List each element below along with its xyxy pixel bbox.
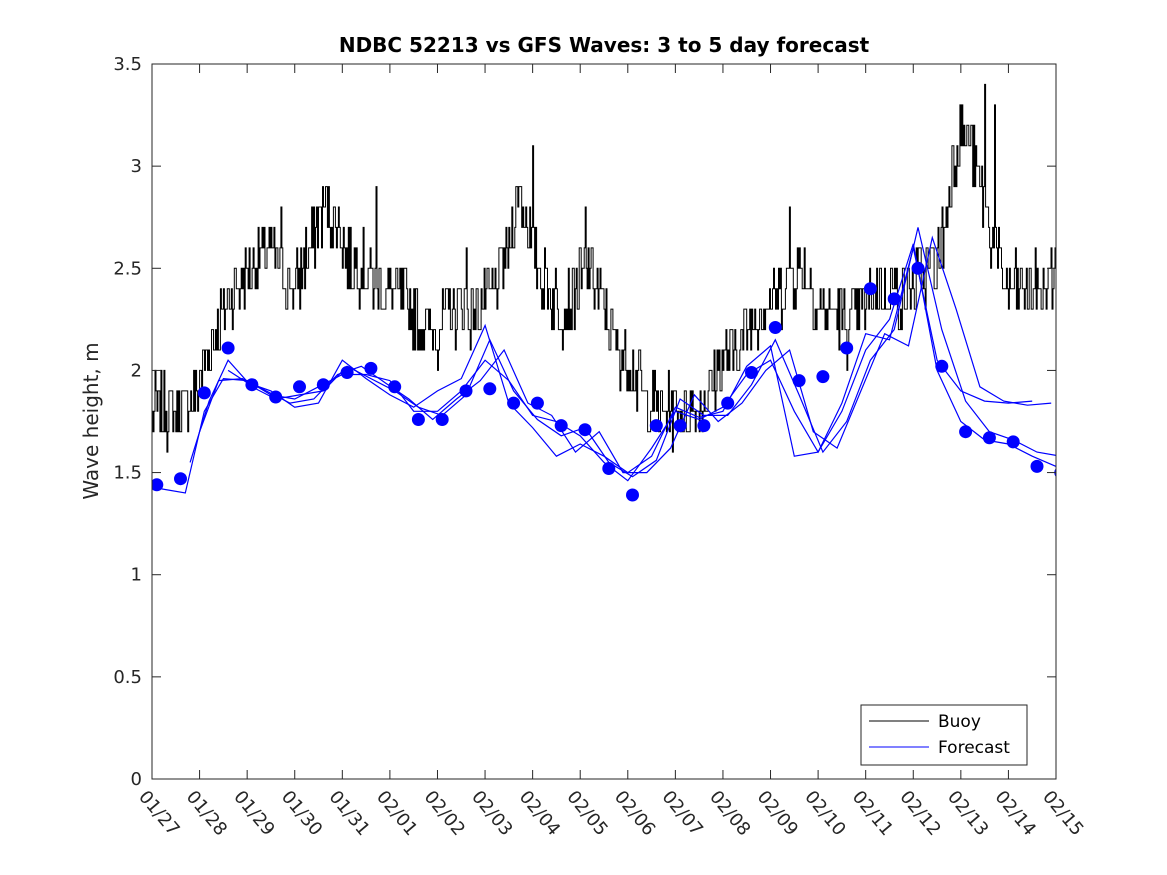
forecast-point	[197, 386, 211, 400]
forecast-point	[174, 472, 187, 486]
forecast-point	[388, 380, 402, 394]
forecast-line-1	[161, 243, 1056, 494]
forecast-point	[887, 292, 901, 306]
forecast-point	[673, 419, 687, 433]
forecast-point	[935, 359, 949, 373]
forecast-point	[840, 341, 854, 355]
forecast-point	[959, 425, 973, 439]
axes-box	[151, 63, 1057, 780]
forecast-point	[152, 478, 164, 492]
series-layer	[152, 83, 1056, 502]
chart-title: NDBC 52213 vs GFS Waves: 3 to 5 day fore…	[339, 33, 870, 57]
forecast-point	[721, 396, 735, 410]
forecast-point	[554, 419, 568, 433]
forecast-point	[911, 261, 925, 275]
legend-forecast-label: Forecast	[938, 738, 1010, 758]
forecast-point	[459, 384, 473, 398]
forecast-point	[269, 390, 283, 404]
forecast-point	[316, 378, 330, 392]
y-axis-label: Wave height, m	[79, 342, 103, 499]
forecast-line-2	[189, 227, 1056, 478]
y-tick-label: 2	[131, 360, 142, 381]
forecast-point	[768, 321, 782, 334]
forecast-point	[507, 396, 521, 410]
forecast-point	[1030, 459, 1044, 473]
forecast-point	[792, 374, 806, 388]
forecast-point	[364, 361, 378, 375]
forecast-point	[1006, 435, 1020, 449]
forecast-point	[602, 462, 616, 475]
y-tick-label: 3.5	[113, 54, 142, 75]
forecast-point	[816, 370, 830, 384]
legend-buoy-label: Buoy	[938, 712, 981, 732]
forecast-point	[411, 413, 425, 426]
forecast-point	[626, 488, 639, 502]
y-tick-label: 0.5	[113, 667, 142, 688]
y-tick-label: 0	[131, 769, 142, 790]
legend-box	[860, 704, 1028, 766]
y-tick-label: 3	[131, 156, 142, 177]
y-tick-label: 1	[131, 565, 142, 586]
forecast-point	[649, 419, 663, 433]
forecast-point	[530, 396, 544, 410]
y-tick-label: 1.5	[113, 463, 142, 484]
forecast-point	[863, 282, 877, 296]
forecast-line-4	[227, 247, 1033, 474]
forecast-point	[340, 366, 354, 379]
y-tick-label: 2.5	[113, 258, 142, 279]
forecast-point	[982, 431, 996, 445]
legend: Buoy Forecast	[860, 704, 1028, 766]
forecast-point	[245, 378, 259, 392]
forecast-point	[293, 380, 306, 394]
forecast-point	[697, 419, 711, 433]
plot-area	[152, 64, 1056, 779]
forecast-point	[435, 413, 449, 426]
forecast-point	[221, 341, 235, 355]
forecast-point	[745, 366, 758, 379]
forecast-point	[578, 423, 592, 437]
forecast-point	[483, 382, 497, 396]
forecast-line-3	[199, 235, 1052, 474]
buoy-line	[152, 83, 1056, 453]
